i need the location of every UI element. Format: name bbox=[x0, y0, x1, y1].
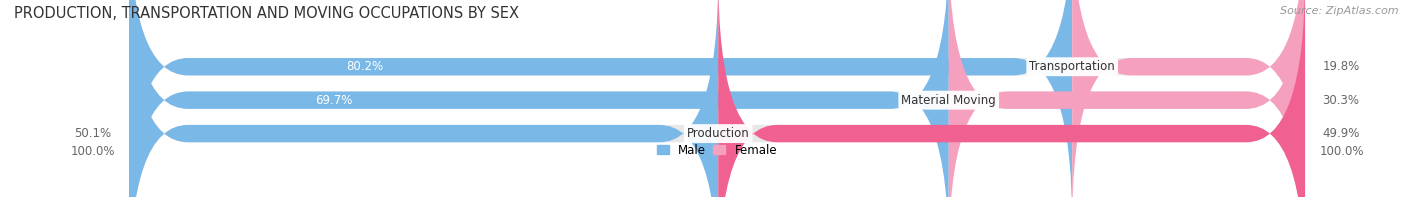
FancyBboxPatch shape bbox=[129, 0, 1305, 197]
Text: PRODUCTION, TRANSPORTATION AND MOVING OCCUPATIONS BY SEX: PRODUCTION, TRANSPORTATION AND MOVING OC… bbox=[14, 6, 519, 21]
FancyBboxPatch shape bbox=[129, 0, 949, 197]
FancyBboxPatch shape bbox=[949, 0, 1305, 197]
FancyBboxPatch shape bbox=[129, 0, 718, 197]
Text: Transportation: Transportation bbox=[1029, 60, 1115, 73]
Text: 100.0%: 100.0% bbox=[70, 146, 115, 159]
Text: Source: ZipAtlas.com: Source: ZipAtlas.com bbox=[1281, 6, 1399, 16]
Text: 80.2%: 80.2% bbox=[346, 60, 384, 73]
FancyBboxPatch shape bbox=[129, 0, 1305, 197]
Text: Material Moving: Material Moving bbox=[901, 94, 995, 107]
Text: Production: Production bbox=[688, 127, 749, 140]
Text: 19.8%: 19.8% bbox=[1323, 60, 1360, 73]
FancyBboxPatch shape bbox=[129, 0, 1305, 197]
Text: 30.3%: 30.3% bbox=[1323, 94, 1360, 107]
Legend: Male, Female: Male, Female bbox=[657, 144, 778, 157]
Text: 69.7%: 69.7% bbox=[315, 94, 353, 107]
Text: 49.9%: 49.9% bbox=[1323, 127, 1360, 140]
FancyBboxPatch shape bbox=[1073, 0, 1305, 197]
Text: 100.0%: 100.0% bbox=[1319, 146, 1364, 159]
FancyBboxPatch shape bbox=[718, 0, 1305, 197]
Text: 50.1%: 50.1% bbox=[75, 127, 111, 140]
FancyBboxPatch shape bbox=[129, 0, 1073, 197]
